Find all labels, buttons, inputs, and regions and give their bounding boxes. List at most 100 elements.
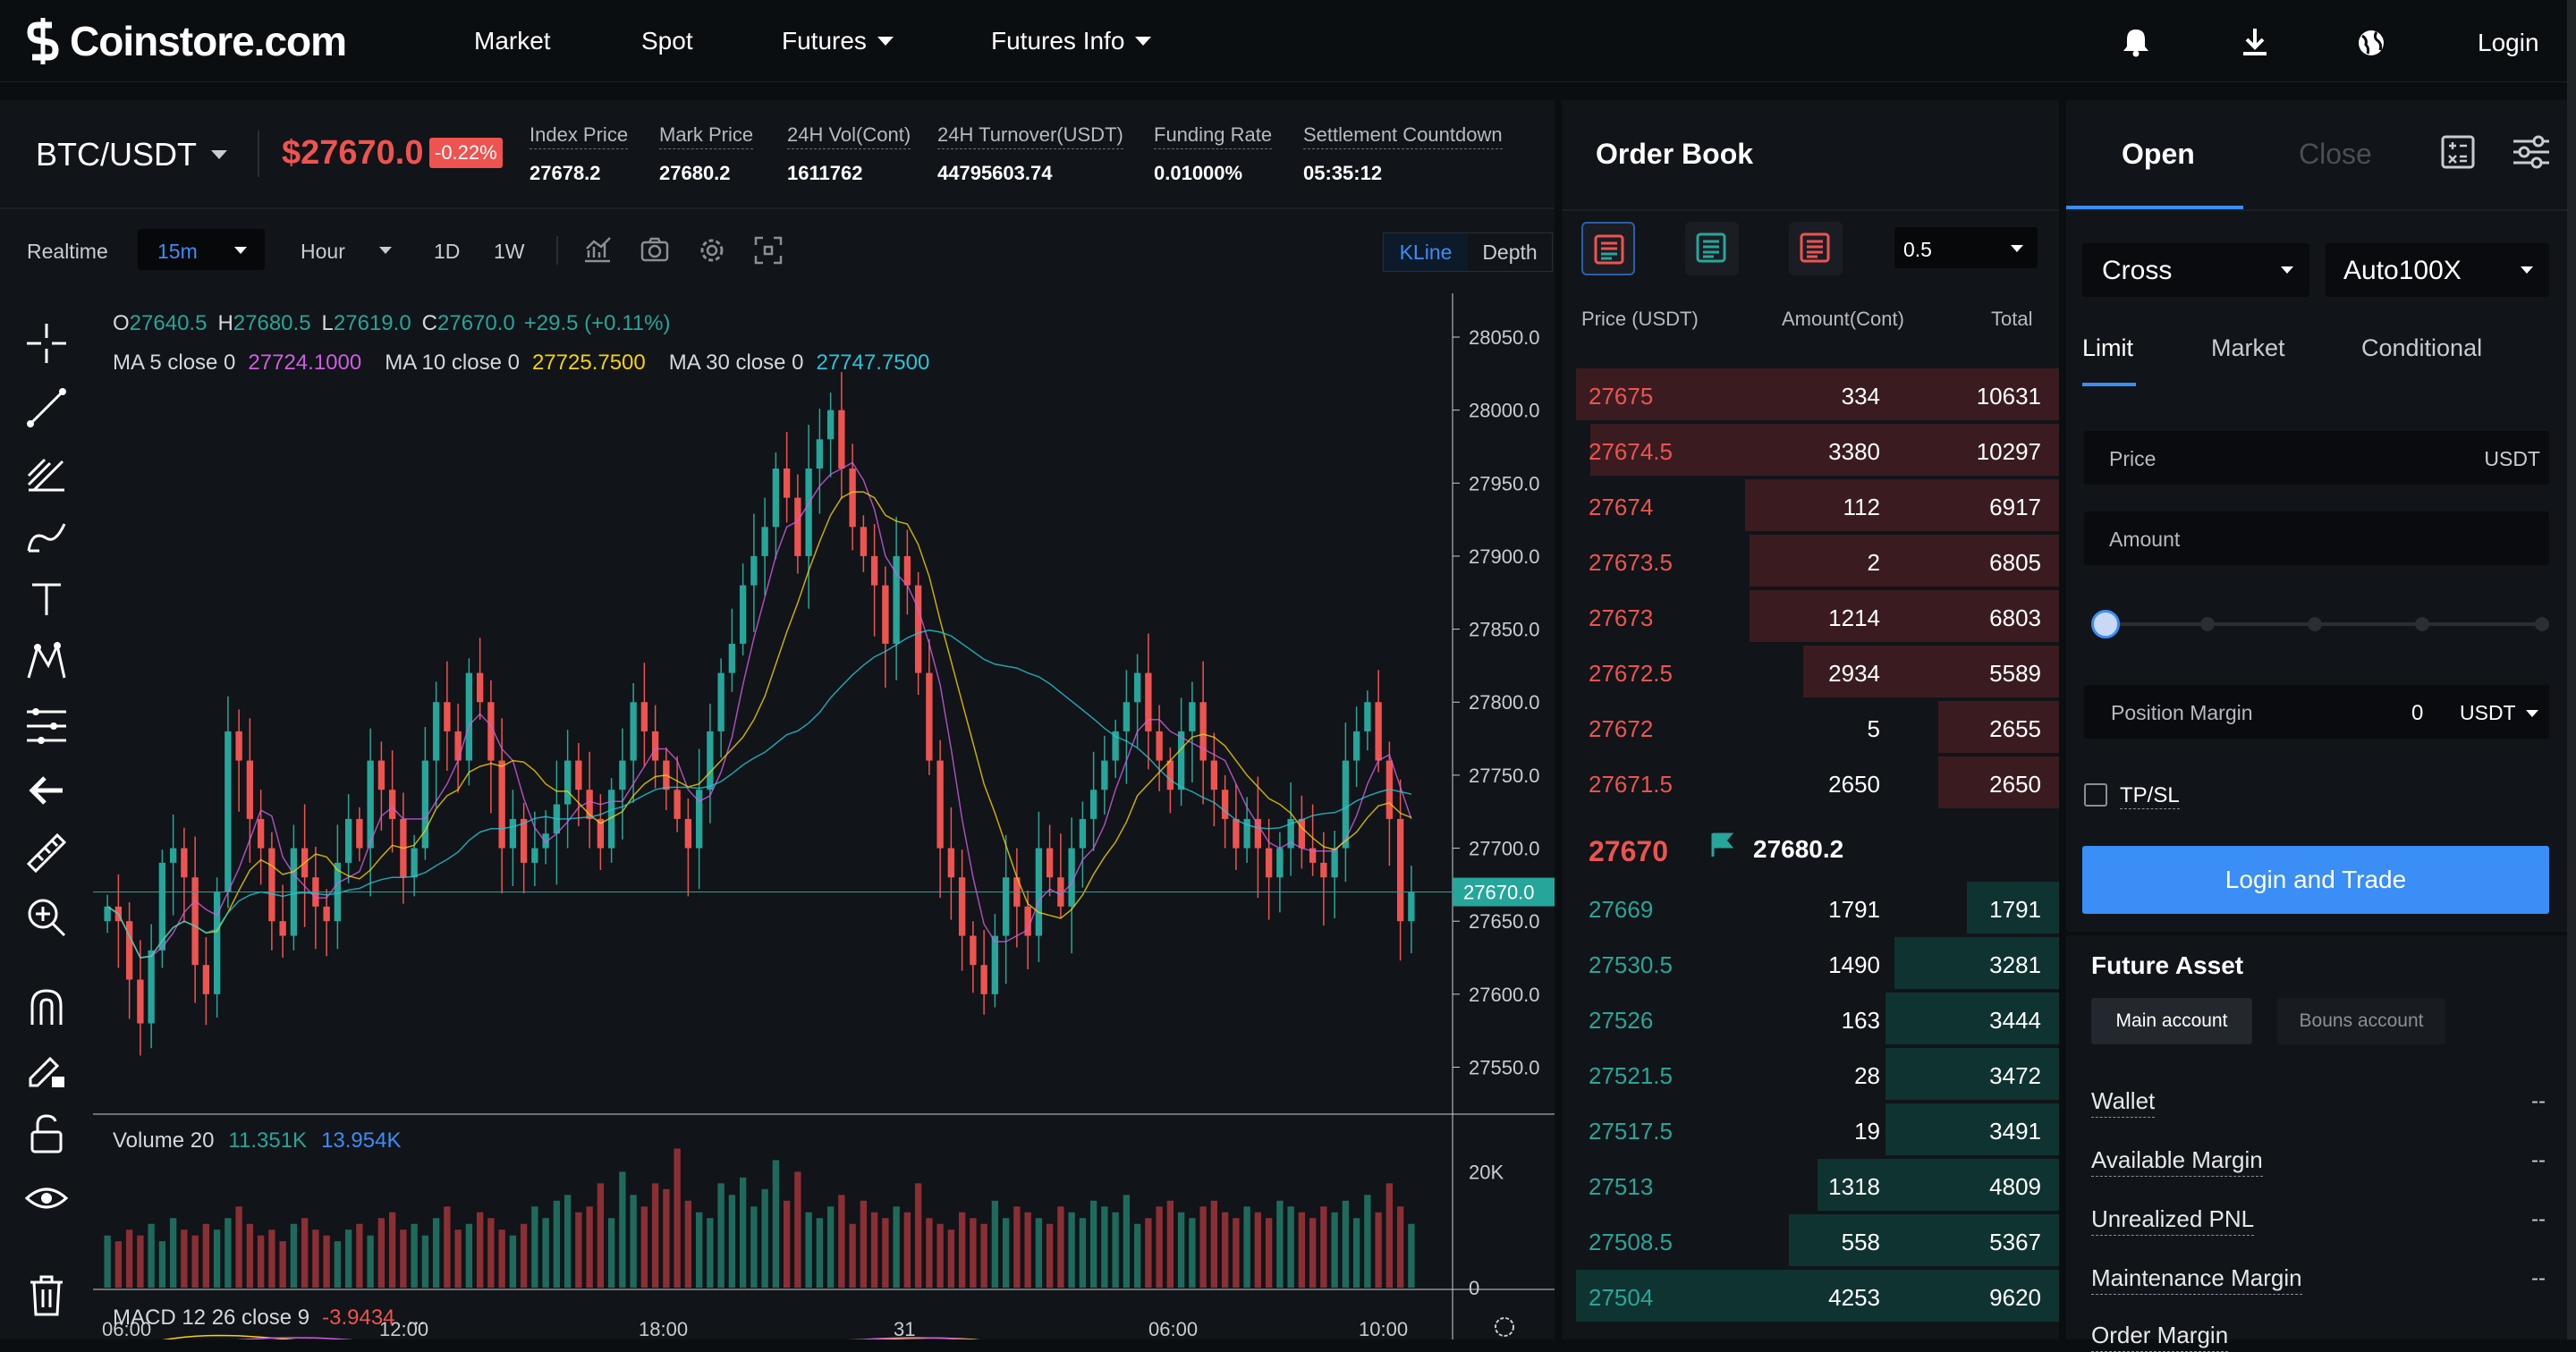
magnet-icon[interactable] bbox=[23, 984, 70, 1030]
fork-tool-icon[interactable] bbox=[23, 449, 70, 495]
candlestick-chart[interactable]: 28050.0 28000.0 27950.0 27900.0 27850.0 27800… bbox=[93, 293, 1555, 1339]
trash-icon[interactable] bbox=[23, 1272, 70, 1318]
bid-row[interactable]: 27513 1318 4809 bbox=[1562, 1157, 2059, 1213]
bid-row[interactable]: 27521.5 28 3472 bbox=[1562, 1046, 2059, 1102]
zoom-in-icon[interactable] bbox=[23, 894, 70, 941]
stat-label: Settlement Countdown bbox=[1303, 123, 1503, 149]
main-account-tab[interactable]: Main account bbox=[2091, 998, 2252, 1044]
candle-body bbox=[235, 731, 242, 761]
position-margin-unit[interactable]: USDT bbox=[2460, 701, 2516, 724]
bid-row[interactable]: 27530.5 1490 3281 bbox=[1562, 935, 2059, 991]
sliders-icon[interactable] bbox=[2512, 134, 2551, 170]
bid-row[interactable]: 27669 1791 1791 bbox=[1562, 880, 2059, 935]
price-cell: 27675 bbox=[1589, 383, 1654, 410]
page-scrollbar[interactable] bbox=[2567, 0, 2576, 1339]
ask-row[interactable]: 27671.5 2650 2650 bbox=[1562, 755, 2059, 810]
bid-row[interactable]: 27508.5 558 5367 bbox=[1562, 1213, 2059, 1268]
volume-bar bbox=[137, 1235, 144, 1288]
realtime-button[interactable]: Realtime bbox=[27, 240, 108, 263]
fibonacci-icon[interactable] bbox=[23, 703, 70, 749]
interval-1w[interactable]: 1W bbox=[494, 240, 525, 263]
price-unit: USDT bbox=[2484, 447, 2540, 470]
amount-slider[interactable] bbox=[2091, 610, 2549, 638]
download-icon[interactable] bbox=[2241, 27, 2268, 57]
total-cell: 2655 bbox=[1989, 715, 2041, 742]
eye-icon[interactable] bbox=[23, 1175, 70, 1221]
volume-bar bbox=[586, 1206, 593, 1288]
arrow-left-icon[interactable] bbox=[23, 767, 70, 814]
ask-row[interactable]: 27673 1214 6803 bbox=[1562, 588, 2059, 644]
ask-row[interactable]: 27673.5 2 6805 bbox=[1562, 533, 2059, 588]
nav-market[interactable]: Market bbox=[474, 27, 551, 55]
tab-close[interactable]: Close bbox=[2299, 138, 2372, 170]
depth-tab[interactable]: Depth bbox=[1482, 240, 1538, 264]
book-view-bids[interactable] bbox=[1685, 222, 1739, 275]
calculator-icon[interactable] bbox=[2440, 134, 2476, 170]
interval-1d[interactable]: 1D bbox=[434, 240, 461, 263]
slider-handle[interactable] bbox=[2091, 610, 2120, 638]
pair-selector[interactable]: BTC/USDT bbox=[36, 136, 227, 173]
text-tool-icon[interactable] bbox=[23, 576, 70, 622]
fullscreen-icon[interactable] bbox=[754, 236, 783, 265]
leverage-select[interactable]: Auto100X bbox=[2326, 243, 2549, 297]
chevron-down-icon bbox=[379, 247, 392, 254]
tab-open-underline bbox=[2066, 206, 2243, 209]
last-price-mid: 27670 bbox=[1589, 835, 1668, 867]
interval-value: 15m bbox=[157, 240, 198, 263]
coinstore-logo[interactable]: Coinstore.com bbox=[25, 16, 347, 66]
order-tab-conditional[interactable]: Conditional bbox=[2361, 334, 2483, 361]
bonus-account-tab[interactable]: Bouns account bbox=[2277, 998, 2445, 1044]
interval-select[interactable]: 15m bbox=[138, 229, 265, 270]
indicator-icon[interactable] bbox=[583, 236, 612, 263]
kline-tab[interactable]: KLine bbox=[1384, 233, 1468, 271]
volume-bar bbox=[926, 1218, 933, 1288]
book-view-asks[interactable] bbox=[1789, 222, 1843, 275]
trendline-icon[interactable] bbox=[23, 384, 70, 431]
order-tab-market[interactable]: Market bbox=[2211, 334, 2285, 361]
margin-mode-select[interactable]: Cross bbox=[2082, 243, 2309, 297]
volume-bar bbox=[169, 1218, 177, 1288]
depth-bar bbox=[1967, 882, 2059, 934]
price-cell: 27669 bbox=[1589, 896, 1654, 923]
camera-icon[interactable] bbox=[640, 236, 669, 263]
candle-body bbox=[1189, 702, 1196, 731]
pattern-icon[interactable] bbox=[23, 638, 70, 685]
ask-row[interactable]: 27672.5 2934 5589 bbox=[1562, 644, 2059, 699]
volume-bar bbox=[728, 1195, 736, 1288]
unlock-icon[interactable] bbox=[23, 1111, 70, 1157]
volume-bar bbox=[1101, 1206, 1108, 1288]
bid-row[interactable]: 27526 163 3444 bbox=[1562, 991, 2059, 1046]
volume-bar bbox=[114, 1241, 123, 1288]
login-and-trade-button[interactable]: Login and Trade bbox=[2082, 846, 2549, 914]
tpsl-checkbox[interactable] bbox=[2084, 783, 2107, 807]
ohlc-h-value: 27680.5 bbox=[233, 311, 311, 335]
volume-bar bbox=[202, 1223, 210, 1288]
tab-open[interactable]: Open bbox=[2122, 138, 2195, 170]
bell-icon[interactable] bbox=[2122, 27, 2150, 57]
ask-row[interactable]: 27674 112 6917 bbox=[1562, 477, 2059, 533]
ask-row[interactable]: 27675 334 10631 bbox=[1562, 367, 2059, 422]
stat-label: Index Price bbox=[530, 123, 629, 149]
bid-row[interactable]: 27504 4253 9620 bbox=[1562, 1268, 2059, 1323]
settings-icon[interactable] bbox=[698, 236, 726, 265]
amount-input[interactable]: Amount bbox=[2084, 511, 2549, 565]
pencil-lock-icon[interactable] bbox=[23, 1046, 70, 1093]
bid-row[interactable]: 27517.5 19 3491 bbox=[1562, 1102, 2059, 1157]
book-view-both[interactable] bbox=[1581, 222, 1635, 275]
nav-futures-info[interactable]: Futures Info bbox=[991, 27, 1152, 55]
hour-select[interactable]: Hour bbox=[301, 240, 345, 264]
brush-icon[interactable] bbox=[23, 511, 70, 558]
volume-bar bbox=[1079, 1218, 1087, 1288]
nav-futures[interactable]: Futures bbox=[782, 27, 894, 55]
ask-row[interactable]: 27672 5 2655 bbox=[1562, 699, 2059, 755]
ask-row[interactable]: 27674.5 3380 10297 bbox=[1562, 422, 2059, 477]
total-cell: 6803 bbox=[1989, 604, 2041, 631]
login-link[interactable]: Login bbox=[2478, 29, 2539, 56]
crosshair-icon[interactable] bbox=[23, 320, 70, 367]
precision-select[interactable]: 0.5 bbox=[1894, 227, 2038, 268]
price-input[interactable]: Price USDT bbox=[2084, 431, 2549, 485]
order-tab-limit[interactable]: Limit bbox=[2082, 334, 2134, 361]
nav-spot[interactable]: Spot bbox=[641, 27, 693, 55]
globe-icon[interactable] bbox=[2357, 29, 2385, 57]
ruler-icon[interactable] bbox=[23, 830, 70, 876]
